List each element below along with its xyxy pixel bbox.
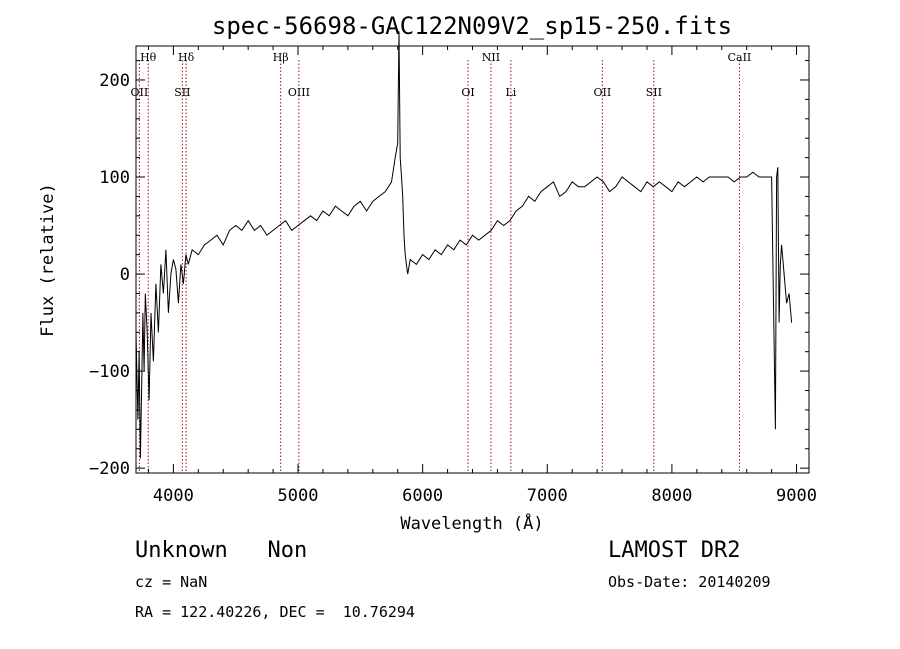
x-tick-label: 7000 bbox=[527, 486, 568, 506]
spectral-line-labels: Hθ OII Hδ SII Hβ OIII OI NII Li OII SII CaII bbox=[131, 51, 752, 99]
observation-date: Obs-Date: 20140209 bbox=[608, 573, 771, 591]
line-label: OIII bbox=[288, 86, 310, 99]
line-label: NII bbox=[482, 51, 500, 64]
redshift-info: cz = NaN bbox=[135, 573, 208, 591]
y-tick-label: 0 bbox=[120, 265, 130, 285]
spectrum-series-line bbox=[135, 31, 793, 459]
y-tick-label: 100 bbox=[99, 168, 130, 188]
y-tick-label: 200 bbox=[99, 71, 130, 91]
line-label: CaII bbox=[728, 51, 752, 64]
line-label: SII bbox=[646, 86, 662, 99]
x-tick-label: 8000 bbox=[651, 486, 692, 506]
x-axis: 4000 5000 6000 7000 8000 9000 bbox=[147, 46, 817, 506]
coordinates-info: RA = 122.40226, DEC = 10.76294 bbox=[135, 603, 415, 621]
line-label: SII bbox=[174, 86, 190, 99]
plot-frame bbox=[135, 45, 810, 474]
spectral-line-markers bbox=[138, 60, 740, 473]
y-tick-label: −100 bbox=[89, 362, 130, 382]
survey-name: LAMOST DR2 bbox=[608, 538, 741, 563]
line-label: Li bbox=[505, 86, 516, 99]
line-label: Hδ bbox=[178, 51, 195, 64]
line-label: Hβ bbox=[273, 51, 289, 64]
line-label: OI bbox=[461, 86, 474, 99]
x-axis-label: Wavelength (Å) bbox=[400, 512, 543, 534]
x-tick-label: 9000 bbox=[776, 486, 817, 506]
x-tick-label: 5000 bbox=[278, 486, 319, 506]
x-tick-label: 6000 bbox=[402, 486, 443, 506]
y-axis-label: Flux (relative) bbox=[38, 183, 58, 337]
chart-title: spec-56698-GAC122N09V2_sp15-250.fits bbox=[212, 12, 732, 40]
y-axis: −200 −100 0 100 200 bbox=[89, 60, 809, 479]
line-label: OII bbox=[594, 86, 612, 99]
line-label: OII bbox=[131, 86, 149, 99]
line-label: Hθ bbox=[140, 51, 157, 64]
y-tick-label: −200 bbox=[89, 459, 130, 479]
class-info: Unknown Non bbox=[135, 538, 308, 563]
x-tick-label: 4000 bbox=[153, 486, 194, 506]
